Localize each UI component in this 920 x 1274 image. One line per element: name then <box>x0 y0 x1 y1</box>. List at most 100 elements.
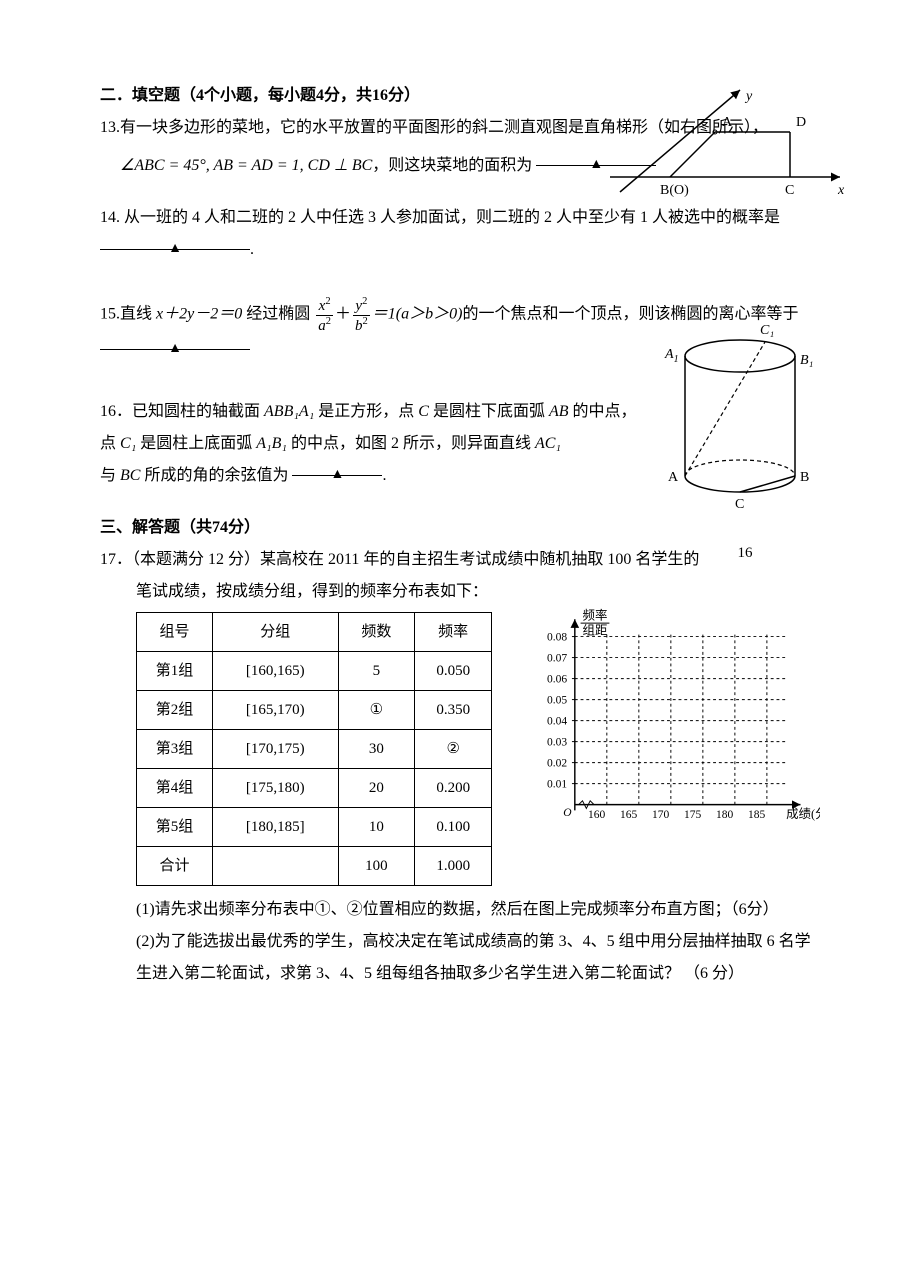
svg-text:0.06: 0.06 <box>547 673 567 685</box>
q16-figure: A B C A1 B₁ C₁ 16 <box>660 316 830 568</box>
table-header: 组号 <box>137 613 213 652</box>
q16-e: 是圆柱上底面弧 <box>136 435 256 452</box>
table-row: 第4组[175,180)200.200 <box>137 769 492 808</box>
question-13: 13.有一块多边形的菜地，它的水平放置的平面图形的斜二测直观图是直角梯形（如右图… <box>100 112 820 182</box>
q15-text-b: 经过椭圆 <box>242 306 310 323</box>
q16-C1: C₁ <box>120 435 136 452</box>
table-cell: [165,170) <box>213 691 339 730</box>
q13-num: 13. <box>100 119 120 136</box>
svg-text:D: D <box>796 115 806 130</box>
triangle-icon: ▲ <box>168 341 182 356</box>
q16-c: 是圆柱下底面弧 <box>429 403 549 420</box>
q13-figure: A D B(O) C x y <box>600 82 850 212</box>
table-cell: 100 <box>338 847 414 886</box>
svg-text:A: A <box>668 470 679 485</box>
svg-text:组距: 组距 <box>583 624 608 638</box>
q15-eq-tail: ＝1(a＞b＞0) <box>372 306 463 323</box>
q17-num: 17． <box>100 551 132 568</box>
svg-text:0.04: 0.04 <box>547 715 567 727</box>
q15-num: 15. <box>100 306 120 323</box>
svg-text:C: C <box>735 497 744 512</box>
table-cell: 5 <box>338 652 414 691</box>
q16-g: 与 <box>100 467 120 484</box>
q15-blank: ▲ <box>100 334 250 350</box>
q16-blank: ▲ <box>292 460 382 476</box>
q16-f: 的中点，如图 2 所示，则异面直线 <box>287 435 535 452</box>
svg-text:B(O): B(O) <box>660 183 689 198</box>
svg-text:165: 165 <box>620 809 638 821</box>
table-cell: 10 <box>338 808 414 847</box>
table-cell: 合计 <box>137 847 213 886</box>
svg-text:A1: A1 <box>664 347 679 365</box>
svg-text:A: A <box>722 115 733 130</box>
triangle-icon: ▲ <box>168 241 182 256</box>
svg-text:O: O <box>564 807 573 819</box>
table-cell: 第4组 <box>137 769 213 808</box>
q17-histogram-axes: 0.010.020.030.040.050.060.070.0816016517… <box>522 608 820 838</box>
q17-part2a: (2)为了能选拔出最优秀的学生，高校决定在笔试成绩高的第 3、4、5 组中用分层… <box>100 926 820 958</box>
q15-line-eq: x＋2y－2＝0 <box>156 306 242 323</box>
svg-text:0.03: 0.03 <box>547 736 567 748</box>
q17-text-b: 笔试成绩，按成绩分组，得到的频率分布表如下： <box>100 576 820 608</box>
question-16: 16．已知圆柱的轴截面 ABB₁A₁ 是正方形，点 C 是圆柱下底面弧 AB 的… <box>100 396 820 492</box>
table-cell <box>213 847 339 886</box>
q16-period: . <box>382 467 386 484</box>
table-cell: 0.100 <box>415 808 492 847</box>
svg-text:0.07: 0.07 <box>547 652 567 664</box>
table-header: 分组 <box>213 613 339 652</box>
q13-formula: ∠ABC = 45°, AB = AD = 1, CD ⊥ BC <box>120 157 372 174</box>
q17-table: 组号分组频数频率 第1组[160,165)50.050第2组[165,170)①… <box>136 612 492 886</box>
table-header: 频数 <box>338 613 414 652</box>
q15-frac2: y2b2 <box>353 296 370 334</box>
q16-axis: ABB₁A₁ <box>264 403 314 420</box>
q17-part1: (1)请先求出频率分布表中①、②位置相应的数据，然后在图上完成频率分布直方图；（… <box>100 894 820 926</box>
svg-text:0.01: 0.01 <box>547 778 567 790</box>
table-header: 频率 <box>415 613 492 652</box>
table-cell: 第5组 <box>137 808 213 847</box>
q16-A1B1: A₁B₁ <box>256 435 287 452</box>
table-cell: 0.350 <box>415 691 492 730</box>
q16-b: 是正方形，点 <box>314 403 418 420</box>
table-row: 合计 1001.000 <box>137 847 492 886</box>
svg-text:175: 175 <box>684 809 702 821</box>
q16-num: 16． <box>100 403 132 420</box>
q17-part2b: 生进入第二轮面试，求第 3、4、5 组每组各抽取多少名学生进入第二轮面试？ （6… <box>100 958 820 990</box>
table-row: 第5组[180,185]100.100 <box>137 808 492 847</box>
q16-C: C <box>418 403 429 420</box>
table-cell: 1.000 <box>415 847 492 886</box>
q14-text: 从一班的 4 人和二班的 2 人中任选 3 人参加面试，则二班的 2 人中至少有… <box>120 209 780 226</box>
svg-text:C₁: C₁ <box>760 323 774 338</box>
table-cell: 第2组 <box>137 691 213 730</box>
q16-AC1: AC₁ <box>535 435 561 452</box>
question-17: 17．（本题满分 12 分）某高校在 2011 年的自主招生考试成绩中随机抽取 … <box>100 544 820 990</box>
table-cell: [160,165) <box>213 652 339 691</box>
q14-blank: ▲ <box>100 234 250 250</box>
table-cell: [170,175) <box>213 730 339 769</box>
svg-text:C: C <box>785 183 794 198</box>
svg-text:170: 170 <box>652 809 670 821</box>
q17-text-a: （本题满分 12 分）某高校在 2011 年的自主招生考试成绩中随机抽取 100… <box>132 551 699 568</box>
q15-text-a: 直线 <box>120 306 156 323</box>
table-row: 第1组[160,165)50.050 <box>137 652 492 691</box>
svg-text:y: y <box>744 89 753 104</box>
svg-text:0.05: 0.05 <box>547 694 567 706</box>
q16-BC: BC <box>120 467 140 484</box>
table-cell: [175,180) <box>213 769 339 808</box>
table-cell: 第3组 <box>137 730 213 769</box>
svg-text:x: x <box>837 183 845 198</box>
svg-text:185: 185 <box>748 809 766 821</box>
table-row: 第2组[165,170)①0.350 <box>137 691 492 730</box>
svg-text:160: 160 <box>588 809 606 821</box>
svg-text:B₁: B₁ <box>800 353 813 368</box>
q14-num: 14. <box>100 209 120 226</box>
question-14: 14. 从一班的 4 人和二班的 2 人中任选 3 人参加面试，则二班的 2 人… <box>100 202 820 266</box>
q16-h: 所成的角的余弦值为 <box>140 467 288 484</box>
table-cell: 20 <box>338 769 414 808</box>
svg-text:180: 180 <box>716 809 734 821</box>
q16-a: 已知圆柱的轴截面 <box>132 403 264 420</box>
svg-text:0.02: 0.02 <box>547 757 567 769</box>
q16-AB: AB <box>549 403 569 420</box>
table-row: 第3组[170,175)30② <box>137 730 492 769</box>
svg-text:成绩(分): 成绩(分) <box>786 807 820 821</box>
q13-text-b: ，则这块菜地的面积为 <box>372 157 532 174</box>
